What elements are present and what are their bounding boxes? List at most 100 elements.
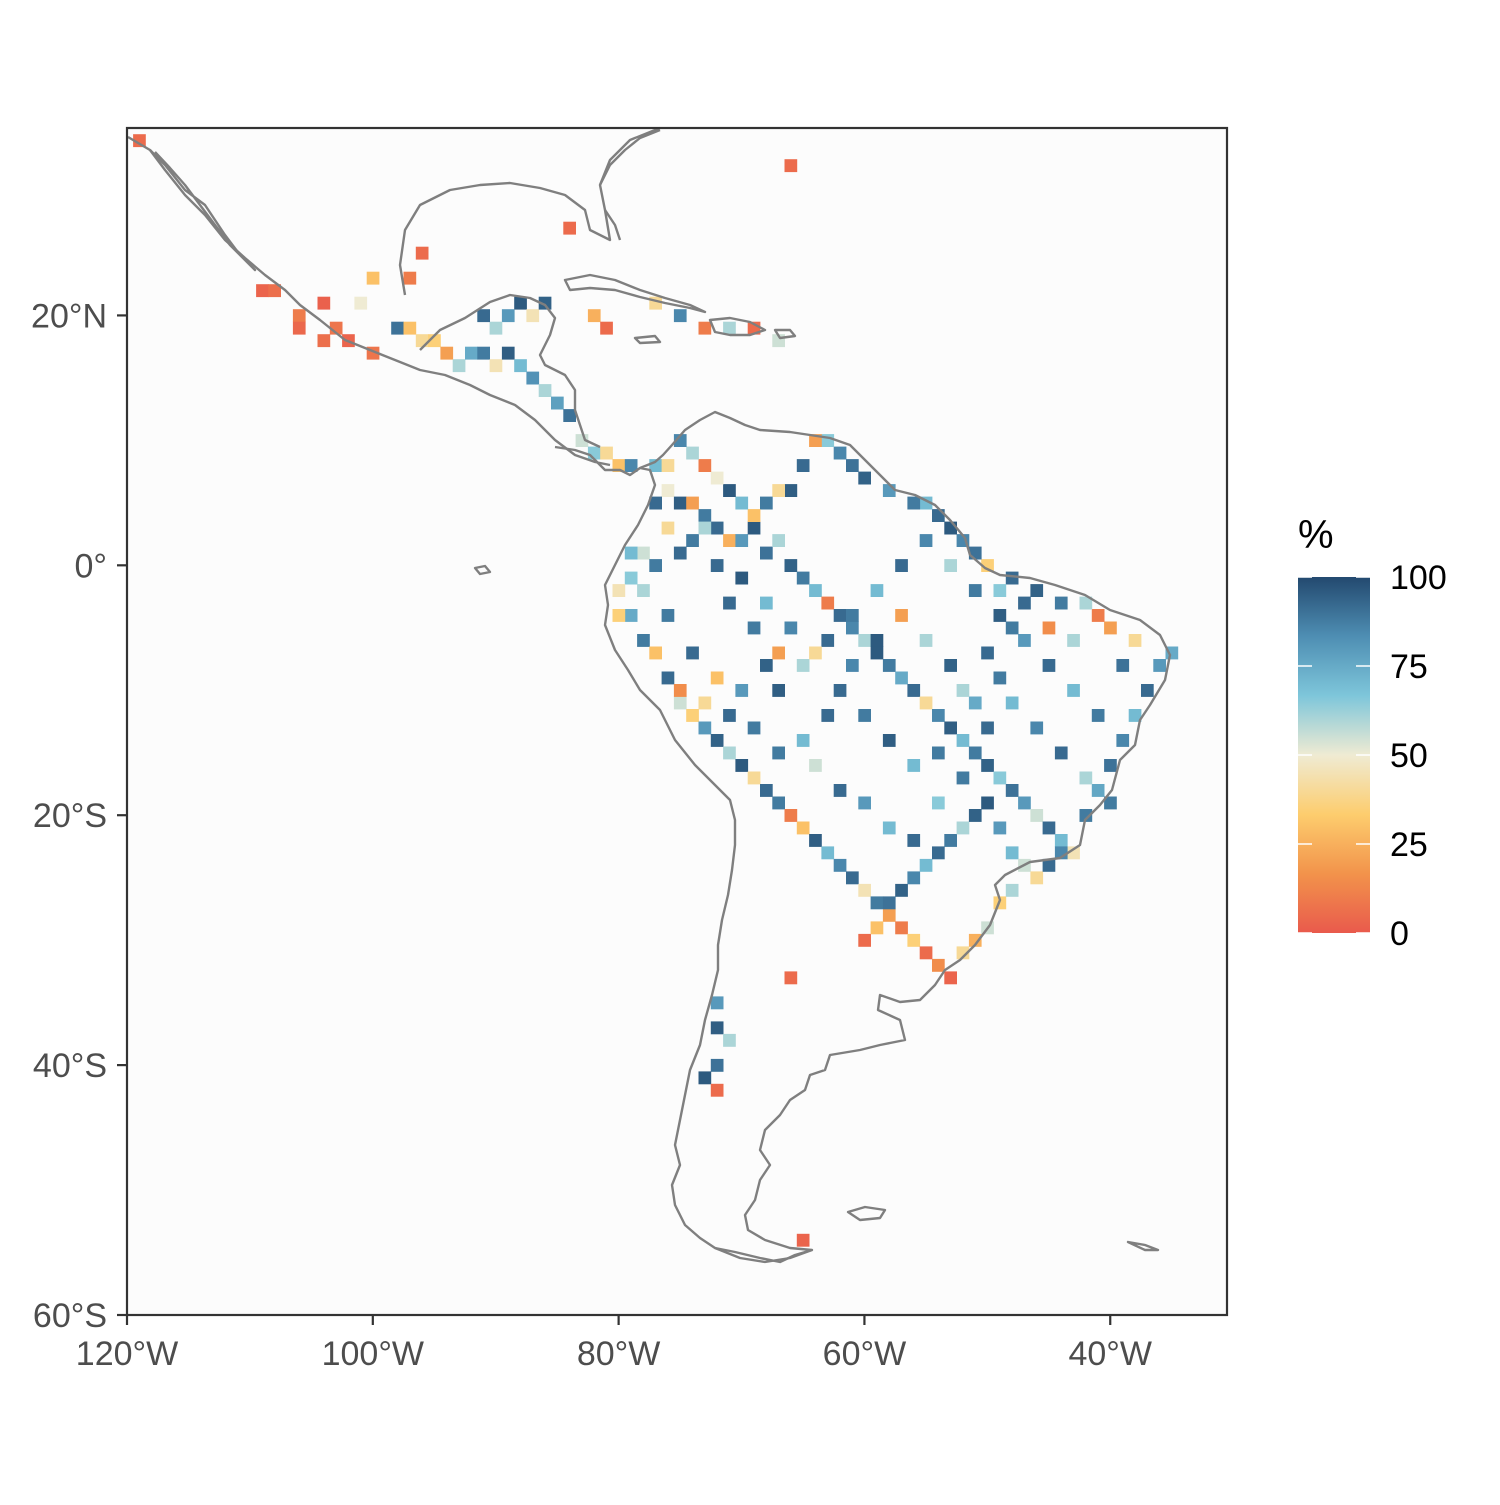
grid-cell bbox=[846, 609, 859, 622]
grid-cell bbox=[968, 696, 982, 710]
grid-cell bbox=[747, 521, 761, 535]
grid-cell bbox=[846, 871, 859, 885]
grid-cell bbox=[747, 771, 761, 785]
coastline-baja-california bbox=[149, 149, 257, 272]
grid-cell bbox=[673, 309, 687, 323]
grid-cell bbox=[944, 559, 957, 572]
grid-cell bbox=[907, 933, 921, 947]
grid-cell bbox=[1079, 596, 1093, 610]
grid-cell bbox=[784, 621, 798, 635]
grid-cell bbox=[1079, 809, 1093, 822]
grid-cell bbox=[452, 359, 466, 373]
grid-cell bbox=[747, 721, 761, 735]
grid-cell bbox=[710, 1058, 724, 1072]
grid-cell bbox=[723, 534, 736, 547]
x-tick-label: 60°W bbox=[823, 1335, 907, 1373]
grid-cell bbox=[944, 521, 957, 535]
grid-cell bbox=[882, 484, 896, 497]
grid-cell bbox=[981, 759, 994, 772]
grid-cell bbox=[772, 684, 785, 697]
grid-cell bbox=[858, 933, 871, 947]
grid-cell bbox=[907, 871, 921, 885]
grid-cell bbox=[1030, 809, 1044, 822]
coastline-south-america bbox=[554, 410, 1172, 1264]
grid-cell bbox=[1042, 821, 1056, 835]
grid-cell bbox=[268, 284, 281, 298]
grid-cell bbox=[698, 509, 712, 522]
grid-cell bbox=[1079, 771, 1093, 785]
grid-cell bbox=[895, 609, 908, 622]
grid-cell bbox=[698, 696, 712, 710]
grid-cell bbox=[870, 584, 884, 597]
grid-cell bbox=[710, 559, 724, 572]
grid-cell bbox=[600, 321, 613, 335]
grid-cell bbox=[870, 646, 884, 660]
grid-cell bbox=[686, 496, 699, 510]
grid-cell bbox=[710, 471, 724, 485]
grid-cell bbox=[919, 946, 933, 960]
grid-cell bbox=[747, 621, 761, 635]
grid-cell bbox=[477, 309, 490, 323]
grid-cell bbox=[673, 684, 687, 697]
grid-cell bbox=[1018, 596, 1031, 610]
grid-cell bbox=[796, 571, 810, 585]
grid-cell bbox=[637, 584, 650, 597]
grid-cell bbox=[1005, 696, 1019, 710]
coastline-falklands bbox=[846, 1205, 887, 1222]
grid-cell bbox=[415, 334, 429, 348]
grid-cell bbox=[760, 784, 773, 797]
grid-cell bbox=[784, 159, 798, 173]
grid-cell bbox=[686, 446, 699, 460]
coastline-galapagos bbox=[473, 564, 492, 576]
grid-cell bbox=[1005, 571, 1019, 585]
grid-cell bbox=[932, 958, 945, 972]
grid-cell bbox=[723, 484, 736, 497]
grid-cell bbox=[981, 796, 994, 810]
grid-cell bbox=[796, 821, 810, 835]
grid-cell bbox=[870, 921, 884, 935]
grid-cell bbox=[821, 596, 835, 610]
y-tick-label: 0° bbox=[74, 547, 107, 585]
grid-cell bbox=[784, 559, 798, 572]
grid-cell bbox=[993, 771, 1007, 785]
legend-tick-label: 100 bbox=[1390, 559, 1447, 597]
grid-cell bbox=[1005, 846, 1019, 860]
grid-cell bbox=[403, 321, 417, 335]
grid-cell bbox=[133, 134, 146, 148]
grid-cell bbox=[833, 609, 847, 622]
grid-cell bbox=[735, 496, 749, 510]
grid-cell bbox=[919, 858, 933, 872]
grid-cell bbox=[1030, 584, 1044, 597]
grid-cell bbox=[1091, 709, 1105, 722]
grid-cell bbox=[796, 659, 810, 672]
grid-cell bbox=[1005, 784, 1019, 797]
legend-tick-label: 25 bbox=[1390, 826, 1428, 864]
grid-cell bbox=[1054, 596, 1068, 610]
grid-cell bbox=[391, 321, 404, 335]
grid-cell bbox=[846, 621, 859, 635]
grid-cell bbox=[944, 971, 957, 985]
grid-cell bbox=[686, 646, 699, 660]
grid-cell bbox=[514, 296, 527, 310]
grid-cell bbox=[624, 571, 638, 585]
grid-cell bbox=[710, 996, 724, 1010]
coastline-tierra-del-fuego bbox=[714, 1246, 813, 1264]
coastline-cuba bbox=[563, 273, 707, 314]
grid-cell bbox=[993, 584, 1007, 597]
grid-cell bbox=[907, 834, 921, 847]
grid-cell bbox=[858, 634, 871, 647]
grid-cell bbox=[796, 734, 810, 747]
grid-cell bbox=[1054, 746, 1068, 760]
grid-cell bbox=[858, 709, 871, 722]
grid-cell bbox=[1141, 684, 1154, 697]
grid-cell bbox=[809, 759, 822, 772]
grid-cell bbox=[698, 521, 712, 535]
grid-cell bbox=[760, 496, 773, 510]
grid-cell bbox=[981, 721, 994, 735]
grid-cell bbox=[1005, 621, 1019, 635]
grid-cell bbox=[723, 1033, 736, 1047]
grid-cell bbox=[784, 971, 798, 985]
grid-cell bbox=[895, 671, 908, 685]
grid-cell bbox=[710, 734, 724, 747]
